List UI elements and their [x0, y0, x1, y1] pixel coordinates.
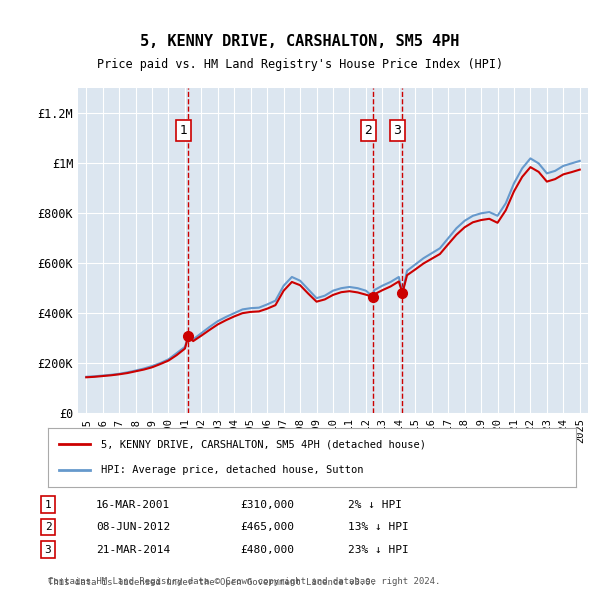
- Text: 3: 3: [394, 124, 401, 137]
- Text: 2% ↓ HPI: 2% ↓ HPI: [348, 500, 402, 510]
- Text: 5, KENNY DRIVE, CARSHALTON, SM5 4PH: 5, KENNY DRIVE, CARSHALTON, SM5 4PH: [140, 34, 460, 49]
- Text: 13% ↓ HPI: 13% ↓ HPI: [348, 522, 409, 532]
- Text: £310,000: £310,000: [240, 500, 294, 510]
- Text: 23% ↓ HPI: 23% ↓ HPI: [348, 545, 409, 555]
- Text: 08-JUN-2012: 08-JUN-2012: [96, 522, 170, 532]
- Text: 2: 2: [364, 124, 372, 137]
- Text: 16-MAR-2001: 16-MAR-2001: [96, 500, 170, 510]
- Text: 2: 2: [44, 522, 52, 532]
- Text: 3: 3: [44, 545, 52, 555]
- Text: HPI: Average price, detached house, Sutton: HPI: Average price, detached house, Sutt…: [101, 466, 364, 475]
- Text: 21-MAR-2014: 21-MAR-2014: [96, 545, 170, 555]
- Text: Contains HM Land Registry data © Crown copyright and database right 2024.: Contains HM Land Registry data © Crown c…: [48, 576, 440, 586]
- Text: 1: 1: [44, 500, 52, 510]
- Text: Price paid vs. HM Land Registry's House Price Index (HPI): Price paid vs. HM Land Registry's House …: [97, 58, 503, 71]
- Text: £465,000: £465,000: [240, 522, 294, 532]
- Text: £480,000: £480,000: [240, 545, 294, 555]
- Text: This data is licensed under the Open Government Licence v3.0.: This data is licensed under the Open Gov…: [48, 578, 376, 587]
- Text: 1: 1: [179, 124, 187, 137]
- Text: 5, KENNY DRIVE, CARSHALTON, SM5 4PH (detached house): 5, KENNY DRIVE, CARSHALTON, SM5 4PH (det…: [101, 440, 426, 449]
